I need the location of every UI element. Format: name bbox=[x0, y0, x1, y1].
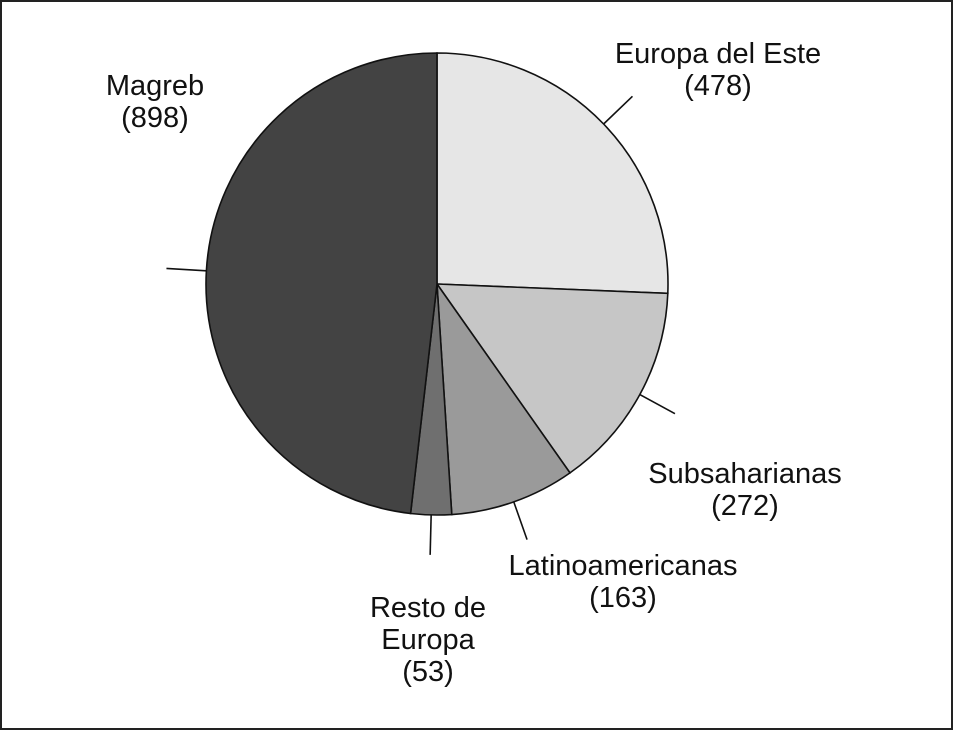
pie-slice bbox=[435, 283, 669, 474]
slice-label: Latinoamericanas (163) bbox=[463, 550, 783, 614]
value-label: (478) bbox=[684, 70, 752, 102]
pie-slice bbox=[436, 281, 572, 516]
slice-label: Europa del Este (478) bbox=[568, 38, 868, 102]
leader-line bbox=[603, 95, 634, 125]
slice-label: Resto de Europa (53) bbox=[343, 592, 513, 688]
category-label: Resto de Europa bbox=[369, 592, 487, 656]
value-label: (898) bbox=[121, 102, 189, 134]
leader-line bbox=[513, 501, 528, 540]
category-label: Europa del Este bbox=[614, 38, 822, 70]
value-label: (272) bbox=[711, 490, 779, 522]
pie-slice bbox=[436, 52, 669, 295]
category-label: Magreb bbox=[105, 70, 205, 102]
leader-line bbox=[639, 393, 676, 415]
leader-line bbox=[429, 514, 432, 555]
value-label: (163) bbox=[589, 582, 657, 614]
slice-label: Subsaharianas (272) bbox=[595, 458, 895, 522]
value-label: (53) bbox=[402, 656, 454, 688]
leader-line bbox=[166, 267, 207, 272]
slice-label: Magreb (898) bbox=[55, 70, 255, 134]
category-label: Subsaharianas bbox=[648, 458, 842, 490]
category-label: Latinoamericanas bbox=[508, 550, 738, 582]
